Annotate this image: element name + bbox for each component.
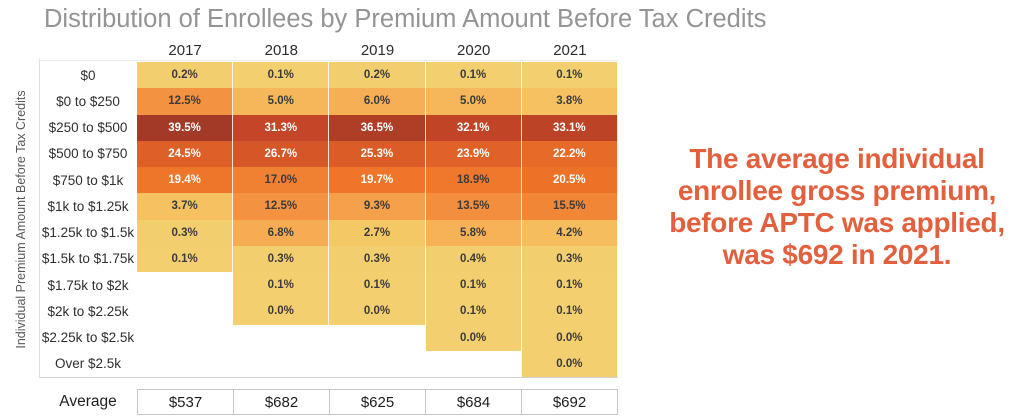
- heatmap-cell: 32.1%: [425, 114, 522, 141]
- heatmap-cell: 0.0%: [521, 324, 618, 351]
- page-title: Distribution of Enrollees by Premium Amo…: [44, 5, 767, 33]
- row-label: $750 to $1k: [52, 172, 124, 188]
- column-headers: 2017 2018 2019 2020 2021: [137, 40, 618, 61]
- heatmap-cell: 0.0%: [521, 350, 618, 377]
- axis-line-top: [39, 60, 618, 61]
- heatmap-cell: 24.5%: [137, 140, 234, 167]
- column-header: 2018: [264, 42, 298, 59]
- heatmap-cell: 0.0%: [233, 298, 330, 325]
- heatmap-cell: 5.8%: [425, 219, 522, 246]
- row-label: $1.25k to $1.5k: [41, 225, 135, 241]
- heatmap-grid: $0 0.2% 0.1% 0.2% 0.1% 0.1% $0 to $250 12.5% 5.0…: [39, 62, 618, 377]
- heatmap-cell: [137, 325, 233, 351]
- heatmap-cell: [426, 351, 522, 377]
- heatmap-cell: 19.4%: [137, 167, 234, 194]
- average-row-label: Average: [59, 393, 117, 410]
- row-label: $250 to $500: [48, 120, 128, 136]
- heatmap-cell: 9.3%: [329, 193, 426, 220]
- heatmap-cell: 12.5%: [137, 88, 234, 115]
- row-label: $1k to $1.25k: [47, 198, 129, 214]
- heatmap-cell: 2.7%: [329, 219, 426, 246]
- callout-line: The average individual: [689, 143, 985, 174]
- heatmap-cell: 6.8%: [233, 219, 330, 246]
- heatmap-cell: 0.1%: [233, 62, 330, 89]
- heatmap-cell: 0.4%: [425, 245, 522, 272]
- heatmap-cell: 0.3%: [137, 219, 234, 246]
- heatmap-cell: 4.2%: [521, 219, 618, 246]
- heatmap-cell: 26.7%: [233, 140, 330, 167]
- average-values: $537 $682 $625 $684 $692: [137, 389, 618, 415]
- average-value: $537: [168, 393, 203, 411]
- heatmap-cell: 33.1%: [521, 114, 618, 141]
- row-label: $1.75k to $2k: [47, 277, 129, 293]
- row-label: $0: [80, 67, 96, 83]
- heatmap-cell: 19.7%: [329, 167, 426, 194]
- heatmap-cell: [137, 351, 233, 377]
- heatmap-cell: 0.1%: [233, 272, 330, 299]
- heatmap-cell: [329, 325, 425, 351]
- heatmap-cell: [233, 351, 329, 377]
- heatmap-cell: 0.0%: [425, 324, 522, 351]
- heatmap-cell: 0.1%: [425, 298, 522, 325]
- heatmap-cell: 13.5%: [425, 193, 522, 220]
- row-label: $0 to $250: [56, 93, 120, 109]
- row-label: $500 to $750: [48, 146, 128, 162]
- axis-line-vertical: [39, 59, 40, 377]
- column-header: 2021: [553, 42, 587, 59]
- heatmap-cell: 0.1%: [521, 298, 618, 325]
- heatmap-cell: 0.1%: [521, 62, 618, 89]
- heatmap-cell: [233, 325, 329, 351]
- column-header: 2019: [360, 42, 395, 59]
- callout-text: The average individual enrollee gross pre…: [646, 143, 1027, 271]
- callout-line: before APTC was applied,: [669, 207, 1005, 238]
- average-value: $684: [425, 390, 521, 414]
- heatmap-cell: 3.8%: [521, 88, 618, 115]
- heatmap-cell: 0.3%: [233, 245, 330, 272]
- row-label: Over $2.5k: [54, 356, 122, 372]
- row-label: $2k to $2.25k: [47, 303, 129, 319]
- heatmap-cell: 31.3%: [233, 114, 330, 141]
- heatmap-cell: 39.5%: [137, 114, 234, 141]
- heatmap-cell: 23.9%: [425, 140, 522, 167]
- average-value: $692: [521, 390, 617, 414]
- heatmap-cell: 5.0%: [233, 88, 330, 115]
- callout-line: was $692 in 2021.: [722, 239, 952, 270]
- heatmap-cell: 0.0%: [329, 298, 426, 325]
- heatmap-cell: 12.5%: [233, 193, 330, 220]
- heatmap-cell: 17.0%: [233, 167, 330, 194]
- heatmap-cell: 25.3%: [329, 140, 426, 167]
- heatmap-cell: 3.7%: [137, 193, 234, 220]
- heatmap-cell: 0.2%: [137, 62, 234, 89]
- heatmap-cell: 36.5%: [329, 114, 426, 141]
- heatmap-cell: 0.1%: [329, 272, 426, 299]
- y-axis-title: Individual Premium Amount Before Tax Cre…: [14, 90, 28, 349]
- heatmap-cell: [137, 272, 233, 298]
- axis-line-bottom: [39, 377, 618, 378]
- heatmap-cell: 0.1%: [137, 245, 234, 272]
- heatmap-cell: 0.1%: [425, 62, 522, 89]
- heatmap-cell: 15.5%: [521, 193, 618, 220]
- heatmap-cell: [137, 298, 233, 324]
- row-label: $2.25k to $2.5k: [41, 330, 135, 346]
- heatmap-cell: 18.9%: [425, 167, 522, 194]
- callout-line: enrollee gross premium,: [677, 175, 997, 206]
- row-label: $1.5k to $1.75k: [41, 251, 135, 267]
- heatmap-cell: 5.0%: [425, 88, 522, 115]
- column-header: 2017: [168, 42, 202, 59]
- heatmap-cell: 0.1%: [521, 272, 618, 299]
- heatmap-cell: 6.0%: [329, 88, 426, 115]
- heatmap-cell: 0.3%: [329, 245, 426, 272]
- heatmap-cell: 0.3%: [521, 245, 618, 272]
- heatmap-cell: 20.5%: [521, 167, 618, 194]
- heatmap-cell: 22.2%: [521, 140, 618, 167]
- heatmap-cell: [329, 351, 425, 377]
- heatmap-cell: 0.1%: [425, 272, 522, 299]
- column-header: 2020: [457, 42, 491, 59]
- average-value: $625: [329, 390, 425, 414]
- average-value: $682: [233, 390, 329, 414]
- heatmap-cell: 0.2%: [329, 62, 426, 89]
